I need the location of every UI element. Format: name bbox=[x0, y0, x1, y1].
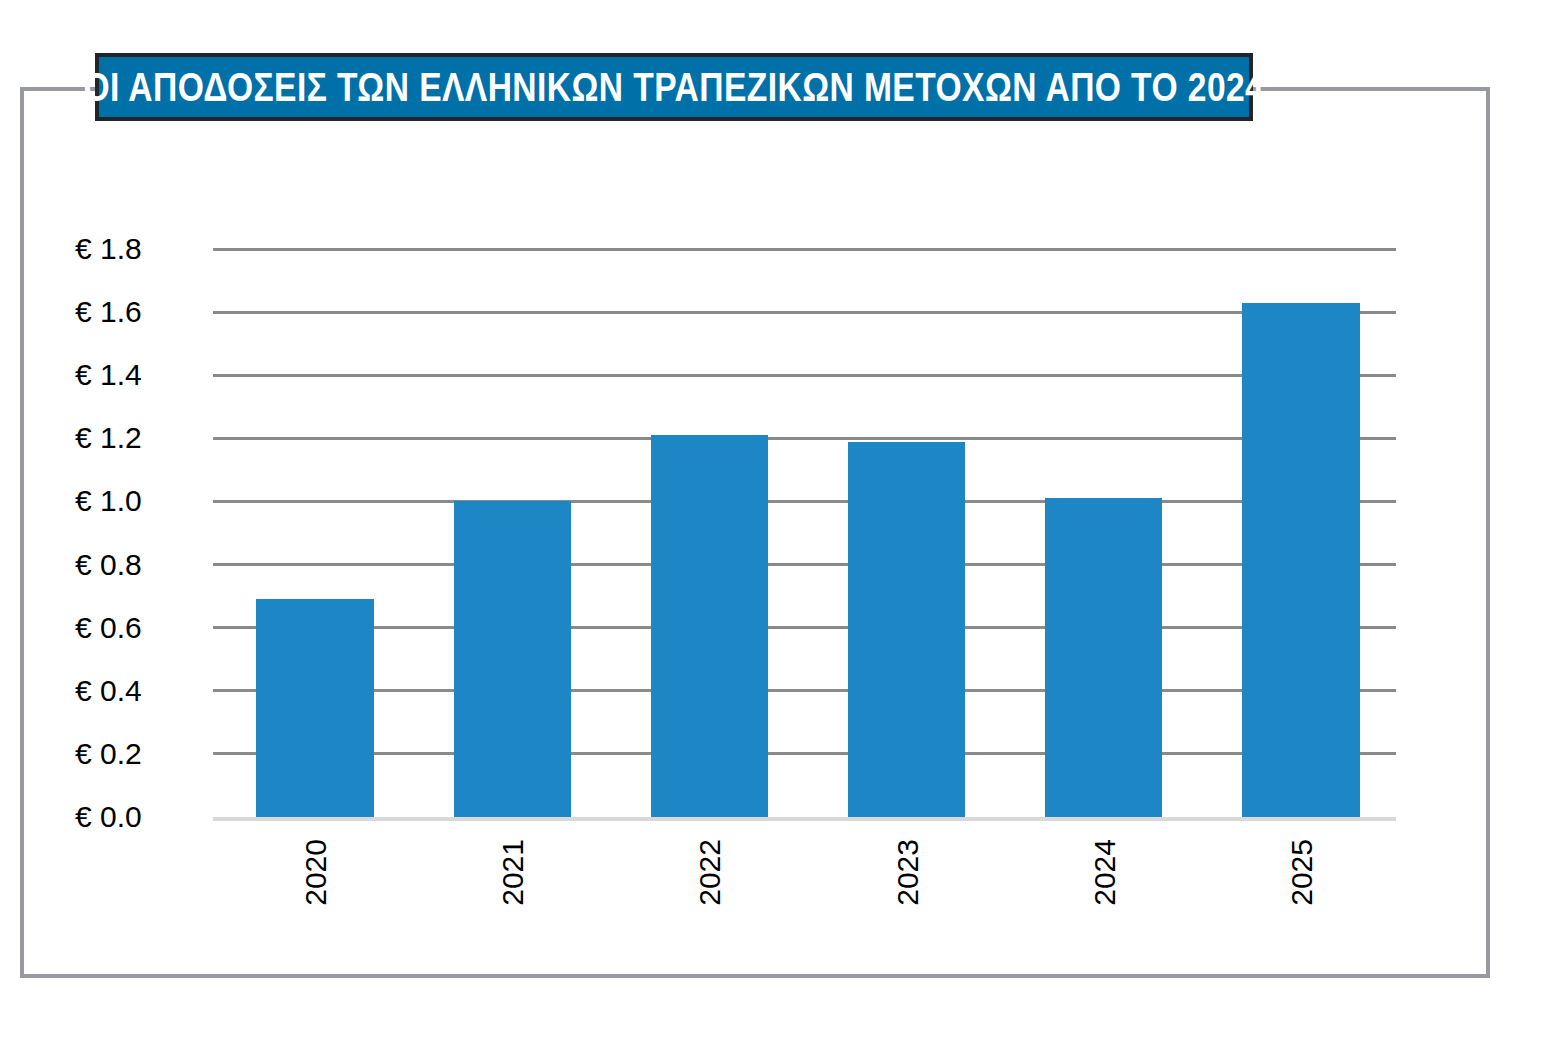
gridline bbox=[213, 248, 1396, 251]
gridline bbox=[213, 752, 1396, 755]
bar-2023 bbox=[848, 442, 965, 818]
bar-2025 bbox=[1242, 303, 1359, 817]
chart-title: ΟΙ ΑΠΟΔΟΣΕΙΣ ΤΩΝ ΕΛΛΗΝΙΚΩΝ ΤΡΑΠΕΖΙΚΩΝ ΜΕ… bbox=[84, 65, 1265, 110]
x-tick-label: 2022 bbox=[694, 839, 725, 906]
bar-2024 bbox=[1045, 498, 1162, 817]
y-tick-label: € 0.4 bbox=[75, 676, 185, 706]
gridline bbox=[213, 500, 1396, 503]
y-tick-label: € 1.6 bbox=[75, 297, 185, 327]
gridline bbox=[213, 626, 1396, 629]
x-tick-label: 2025 bbox=[1286, 839, 1317, 906]
gridline bbox=[213, 437, 1396, 440]
y-tick-label: € 0.8 bbox=[75, 550, 185, 580]
title-banner: ΟΙ ΑΠΟΔΟΣΕΙΣ ΤΩΝ ΕΛΛΗΝΙΚΩΝ ΤΡΑΠΕΖΙΚΩΝ ΜΕ… bbox=[95, 53, 1253, 121]
x-tick-label: 2020 bbox=[300, 839, 331, 906]
y-tick-label: € 1.2 bbox=[75, 423, 185, 453]
x-axis-line bbox=[213, 817, 1396, 821]
gridline bbox=[213, 311, 1396, 314]
gridline bbox=[213, 374, 1396, 377]
y-tick-label: € 0.6 bbox=[75, 613, 185, 643]
y-tick-label: € 1.8 bbox=[75, 234, 185, 264]
x-tick-label: 2023 bbox=[892, 839, 923, 906]
gridline bbox=[213, 563, 1396, 566]
y-tick-label: € 1.4 bbox=[75, 360, 185, 390]
x-tick-label: 2024 bbox=[1089, 839, 1120, 906]
bar-2020 bbox=[256, 599, 373, 817]
bar-2021 bbox=[454, 501, 571, 817]
plot-area: € 0.0€ 0.2€ 0.4€ 0.6€ 0.8€ 1.0€ 1.2€ 1.4… bbox=[213, 249, 1396, 817]
y-tick-label: € 1.0 bbox=[75, 486, 185, 516]
gridline bbox=[213, 689, 1396, 692]
y-tick-label: € 0.2 bbox=[75, 739, 185, 769]
x-tick-label: 2021 bbox=[497, 839, 528, 906]
bar-2022 bbox=[651, 435, 768, 817]
infographic-page: ΟΙ ΑΠΟΔΟΣΕΙΣ ΤΩΝ ΕΛΛΗΝΙΚΩΝ ΤΡΑΠΕΖΙΚΩΝ ΜΕ… bbox=[0, 0, 1548, 1049]
y-tick-label: € 0.0 bbox=[75, 802, 185, 832]
